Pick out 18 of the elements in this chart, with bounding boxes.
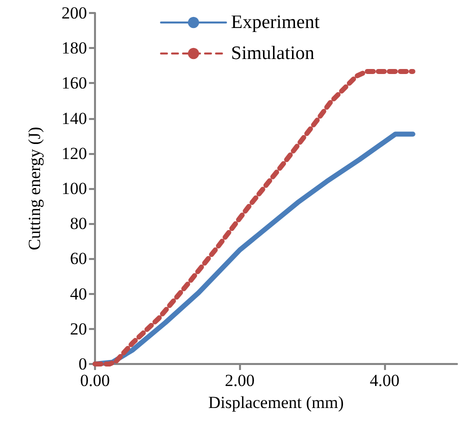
x-tick-label: 0.00 bbox=[80, 371, 110, 390]
x-tick-label: 4.00 bbox=[370, 371, 400, 390]
y-tick-label: 140 bbox=[62, 108, 87, 128]
y-tick-label: 100 bbox=[62, 179, 87, 198]
y-tick-label: 80 bbox=[70, 214, 87, 234]
y-tick-label: 200 bbox=[62, 4, 87, 22]
x-tick-label: 2.00 bbox=[224, 371, 255, 390]
y-tick-label: 60 bbox=[70, 249, 87, 268]
y-axis-title: Cutting energy (J) bbox=[25, 126, 44, 250]
legend-label: Simulation bbox=[231, 43, 315, 64]
x-axis-title: Displacement (mm) bbox=[208, 393, 344, 412]
y-tick-label: 20 bbox=[70, 319, 87, 338]
legend-label: Experiment bbox=[231, 12, 320, 33]
y-tick-label: 40 bbox=[70, 284, 87, 304]
y-tick-label: 180 bbox=[62, 38, 87, 58]
y-tick-label: 120 bbox=[62, 144, 87, 163]
y-tick-label: 160 bbox=[62, 74, 87, 93]
y-tick-label: 0 bbox=[78, 354, 87, 374]
